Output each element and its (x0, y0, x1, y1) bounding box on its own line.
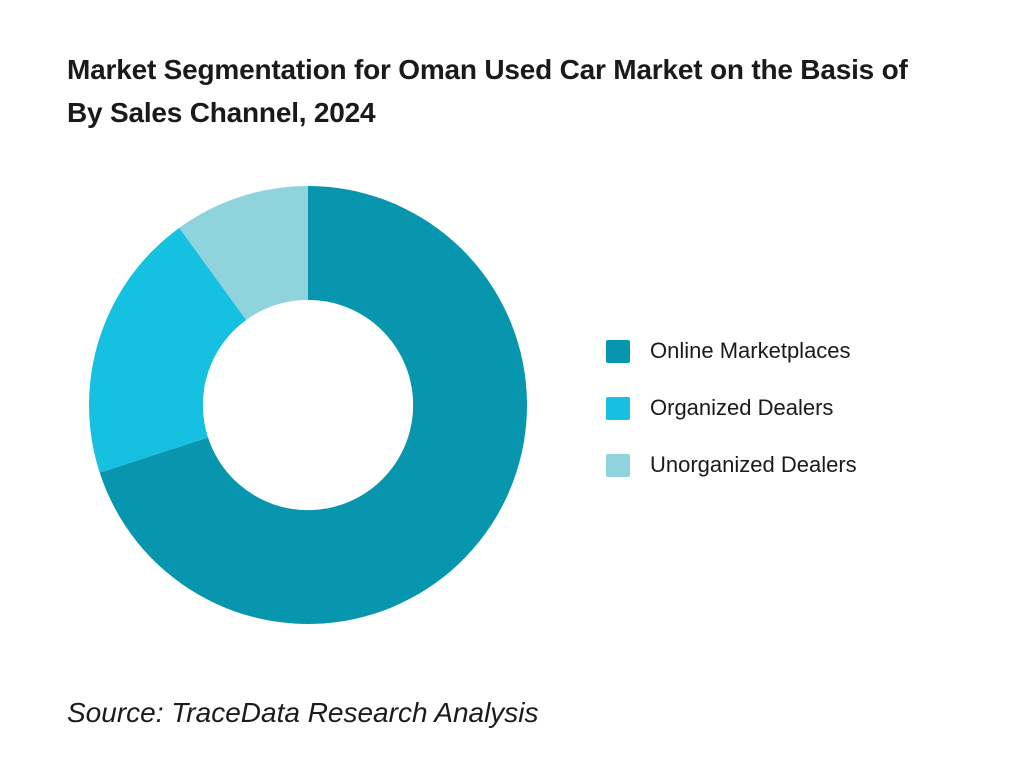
chart-legend: Online Marketplaces Organized Dealers Un… (606, 338, 857, 478)
chart-title-line2: By Sales Channel, 2024 (67, 97, 376, 128)
source-note: Source: TraceData Research Analysis (67, 697, 539, 728)
chart-title: Market Segmentation for Oman Used Car Ma… (67, 48, 1007, 134)
donut-slice-organized-dealers (88, 227, 247, 473)
legend-item-organized-dealers: Organized Dealers (606, 395, 857, 421)
legend-swatch-icon (606, 453, 630, 477)
legend-label: Organized Dealers (650, 395, 834, 420)
donut-slice-unorganized-dealers (179, 186, 308, 320)
legend-label: Unorganized Dealers (650, 452, 857, 477)
donut-slice-online-marketplaces (99, 186, 527, 624)
legend-label: Online Marketplaces (650, 338, 851, 363)
donut-chart-svg (88, 186, 527, 624)
legend-swatch-icon (606, 339, 630, 363)
legend-item-unorganized-dealers: Unorganized Dealers (606, 452, 857, 478)
chart-title-line1: Market Segmentation for Oman Used Car Ma… (67, 54, 908, 85)
legend-swatch-icon (606, 396, 630, 420)
donut-chart (88, 185, 528, 625)
legend-item-online-marketplaces: Online Marketplaces (606, 338, 857, 364)
